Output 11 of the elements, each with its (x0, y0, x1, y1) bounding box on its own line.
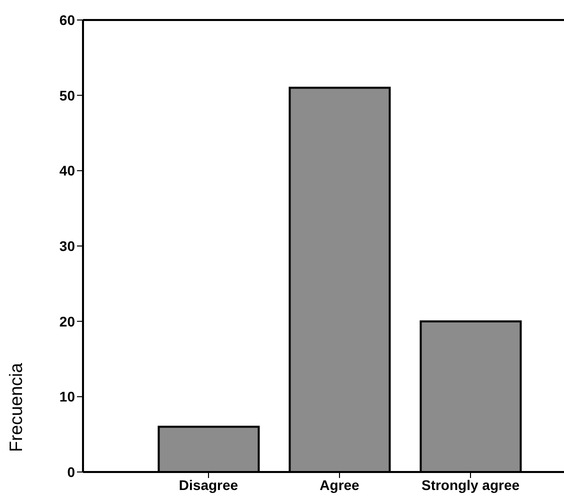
y-tick-label: 20 (59, 313, 76, 330)
y-tick-label: 30 (59, 238, 76, 254)
y-axis-title: Frecuencia (6, 362, 26, 452)
x-tick-label: Strongly agree (421, 476, 520, 493)
y-tick-label: 40 (59, 162, 76, 179)
y-tick-label: 10 (59, 388, 76, 405)
y-tick-label: 50 (59, 87, 76, 104)
x-tick-label: Agree (320, 476, 360, 493)
x-tick-label: Disagree (178, 476, 238, 493)
y-tick-label: 60 (59, 12, 76, 28)
y-tick-label: 0 (67, 464, 76, 480)
